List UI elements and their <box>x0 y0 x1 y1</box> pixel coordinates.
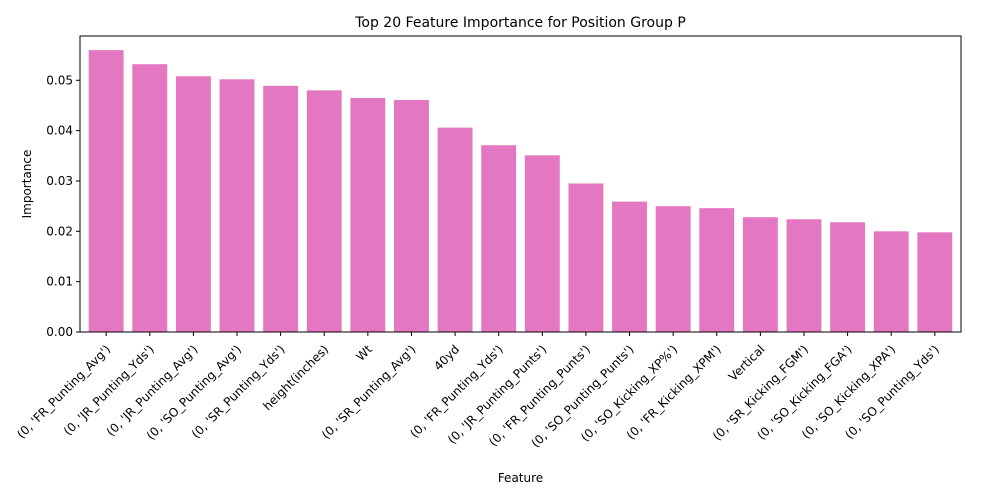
chart-title: Top 20 Feature Importance for Position G… <box>354 15 686 31</box>
bar <box>263 85 299 332</box>
x-axis: (0, 'FR_Punting_Avg')(0, 'JR_Punting_Yds… <box>14 332 942 450</box>
bar <box>306 90 342 333</box>
x-tick-label: Wt <box>353 342 375 364</box>
x-axis-label: Feature <box>498 471 543 485</box>
bar <box>350 97 386 332</box>
bar <box>742 217 778 332</box>
bar <box>917 232 953 332</box>
bar <box>175 76 211 332</box>
bar <box>88 50 124 332</box>
bar <box>612 201 647 332</box>
bars-group <box>88 50 953 333</box>
bar <box>481 145 517 332</box>
y-axis: 0.00 0.01 0.02 0.03 0.04 0.05 <box>46 73 80 339</box>
bar <box>437 127 473 332</box>
bar <box>830 222 866 332</box>
y-tick-label: 0.02 <box>46 224 73 238</box>
bar <box>219 79 255 333</box>
x-tick-label: Vertical <box>726 342 768 384</box>
y-tick-label: 0.03 <box>46 174 73 188</box>
bar <box>699 208 735 332</box>
bar <box>655 206 691 332</box>
bar <box>873 231 909 332</box>
bar <box>786 219 822 332</box>
bar <box>568 183 604 332</box>
y-tick-label: 0.05 <box>46 73 73 87</box>
x-tick-label: 40yd <box>431 342 462 373</box>
y-tick-label: 0.01 <box>46 275 73 289</box>
y-tick-label: 0.00 <box>46 325 73 339</box>
bar <box>524 155 560 332</box>
bar <box>132 64 168 332</box>
plot-frame <box>79 35 962 333</box>
y-axis-label: Importance <box>20 150 34 219</box>
bar <box>394 99 429 332</box>
y-tick-label: 0.04 <box>46 124 73 138</box>
